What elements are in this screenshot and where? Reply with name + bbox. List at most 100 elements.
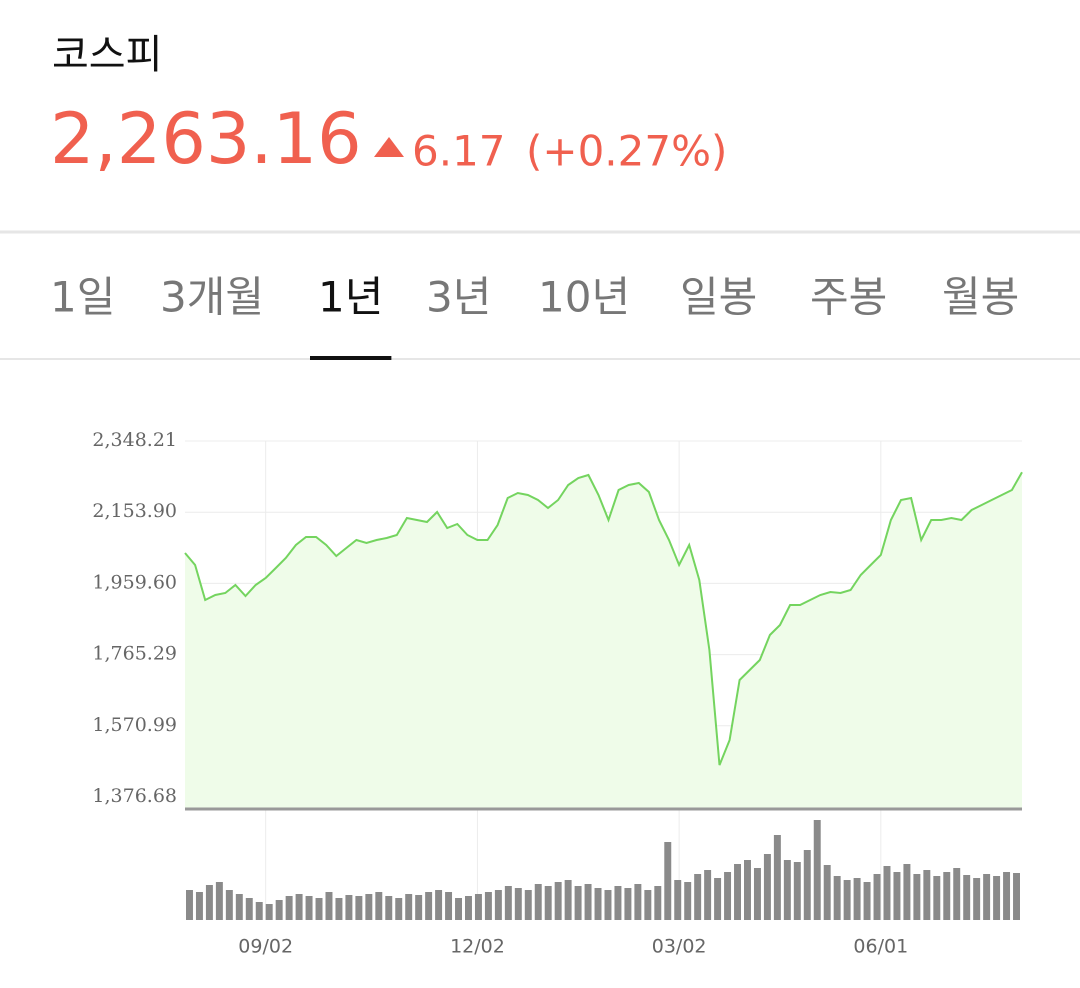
volume-bar — [465, 896, 472, 920]
volume-bar — [355, 896, 363, 920]
volume-bar — [285, 896, 293, 920]
volume-bar — [624, 888, 632, 920]
volume-bar — [664, 842, 672, 920]
volume-bar — [634, 884, 642, 920]
x-tick-label: 09/02 — [238, 936, 293, 958]
volume-bar — [245, 898, 253, 920]
volume-bar — [435, 890, 443, 920]
tab[interactable]: 3년 — [426, 273, 491, 322]
volume-bar — [195, 892, 203, 920]
volume-bar — [973, 878, 981, 920]
volume-bar — [186, 890, 193, 920]
volume-bar — [883, 866, 891, 920]
volume-bar — [564, 880, 572, 920]
tab[interactable]: 일봉 — [680, 273, 757, 322]
volume-bar — [744, 860, 751, 920]
volume-bar — [903, 864, 911, 920]
volume-bar — [275, 900, 283, 920]
volume-bar — [265, 904, 273, 920]
volume-bar — [405, 894, 413, 920]
volume-bar — [604, 890, 612, 920]
y-tick-label: 2,153.90 — [92, 500, 177, 522]
volume-bar — [763, 854, 771, 920]
volume-bar — [425, 892, 433, 920]
volume-bar — [674, 880, 682, 920]
volume-bar — [325, 892, 333, 920]
change-rate: (+0.27%) — [526, 127, 727, 176]
volume-bar — [474, 894, 482, 920]
x-tick-label: 12/02 — [450, 936, 505, 958]
volume-bar — [225, 890, 233, 920]
volume-bar — [853, 878, 861, 920]
y-tick-label: 1,570.99 — [92, 714, 177, 736]
volume-bar — [923, 870, 931, 920]
volume-bar — [644, 890, 652, 920]
volume-bar — [484, 892, 492, 920]
volume-bar — [455, 898, 462, 920]
price: 2,263.16 — [50, 98, 362, 180]
y-tick-label: 1,765.29 — [92, 643, 177, 665]
volume-bar — [255, 902, 263, 920]
volume-bar — [574, 886, 582, 920]
volume-bar — [983, 874, 991, 920]
volume-bar — [514, 888, 522, 920]
volume-bar — [813, 820, 821, 920]
volume-bar — [445, 892, 453, 920]
volume-bar — [893, 872, 901, 920]
tab[interactable]: 주봉 — [810, 273, 887, 322]
volume-bar — [684, 882, 692, 920]
volume-bar — [504, 886, 512, 920]
volume-bar — [494, 890, 502, 920]
volume-bar — [993, 876, 1001, 920]
tab[interactable]: 3개월 — [160, 273, 264, 322]
volume-bar — [913, 874, 921, 920]
volume-bar — [554, 882, 562, 920]
volume-bar — [694, 874, 702, 920]
volume-bar — [793, 862, 801, 920]
volume-bar — [205, 885, 213, 920]
tab[interactable]: 1년 — [318, 273, 383, 322]
volume-bar — [833, 876, 841, 920]
volume-bar — [823, 865, 831, 920]
volume-bar — [843, 880, 851, 920]
title: 코스피 — [52, 32, 162, 78]
volume-bar — [534, 884, 542, 920]
volume-bar — [654, 886, 662, 920]
tab[interactable]: 10년 — [538, 273, 630, 322]
volume-bar — [215, 882, 223, 920]
volume-bar — [335, 898, 343, 920]
volume-bar — [863, 882, 871, 920]
volume-bar — [395, 898, 403, 920]
volume-bar — [714, 878, 722, 920]
volume-bar — [524, 890, 532, 920]
tab-underline — [310, 356, 392, 360]
volume-bar — [1013, 873, 1020, 920]
volume-bar — [803, 850, 811, 920]
x-tick-label: 06/01 — [853, 936, 908, 958]
volume-bar — [753, 868, 761, 920]
area — [185, 472, 1022, 808]
y-tick-label: 1,376.68 — [92, 785, 177, 807]
volume-bar — [235, 894, 243, 920]
volume-bar — [345, 895, 353, 920]
volume-bar — [783, 860, 791, 920]
volume-bar — [375, 892, 383, 920]
volume-bar — [365, 894, 373, 920]
volume-bar — [315, 898, 323, 920]
tab[interactable]: 월봉 — [942, 273, 1019, 322]
volume-bar — [1003, 872, 1011, 920]
volume-bar — [953, 868, 961, 920]
volume-bar — [305, 896, 313, 920]
change: 6.17 — [412, 127, 506, 176]
tab[interactable]: 1일 — [50, 273, 115, 322]
y-tick-label: 2,348.21 — [92, 429, 177, 451]
volume-bar — [385, 896, 393, 920]
volume-bar — [724, 872, 732, 920]
volume-bar — [963, 875, 971, 920]
volume-bar — [933, 876, 941, 920]
volume-bar — [614, 886, 622, 920]
volume-bar — [584, 884, 592, 920]
y-tick-label: 1,959.60 — [92, 571, 177, 593]
